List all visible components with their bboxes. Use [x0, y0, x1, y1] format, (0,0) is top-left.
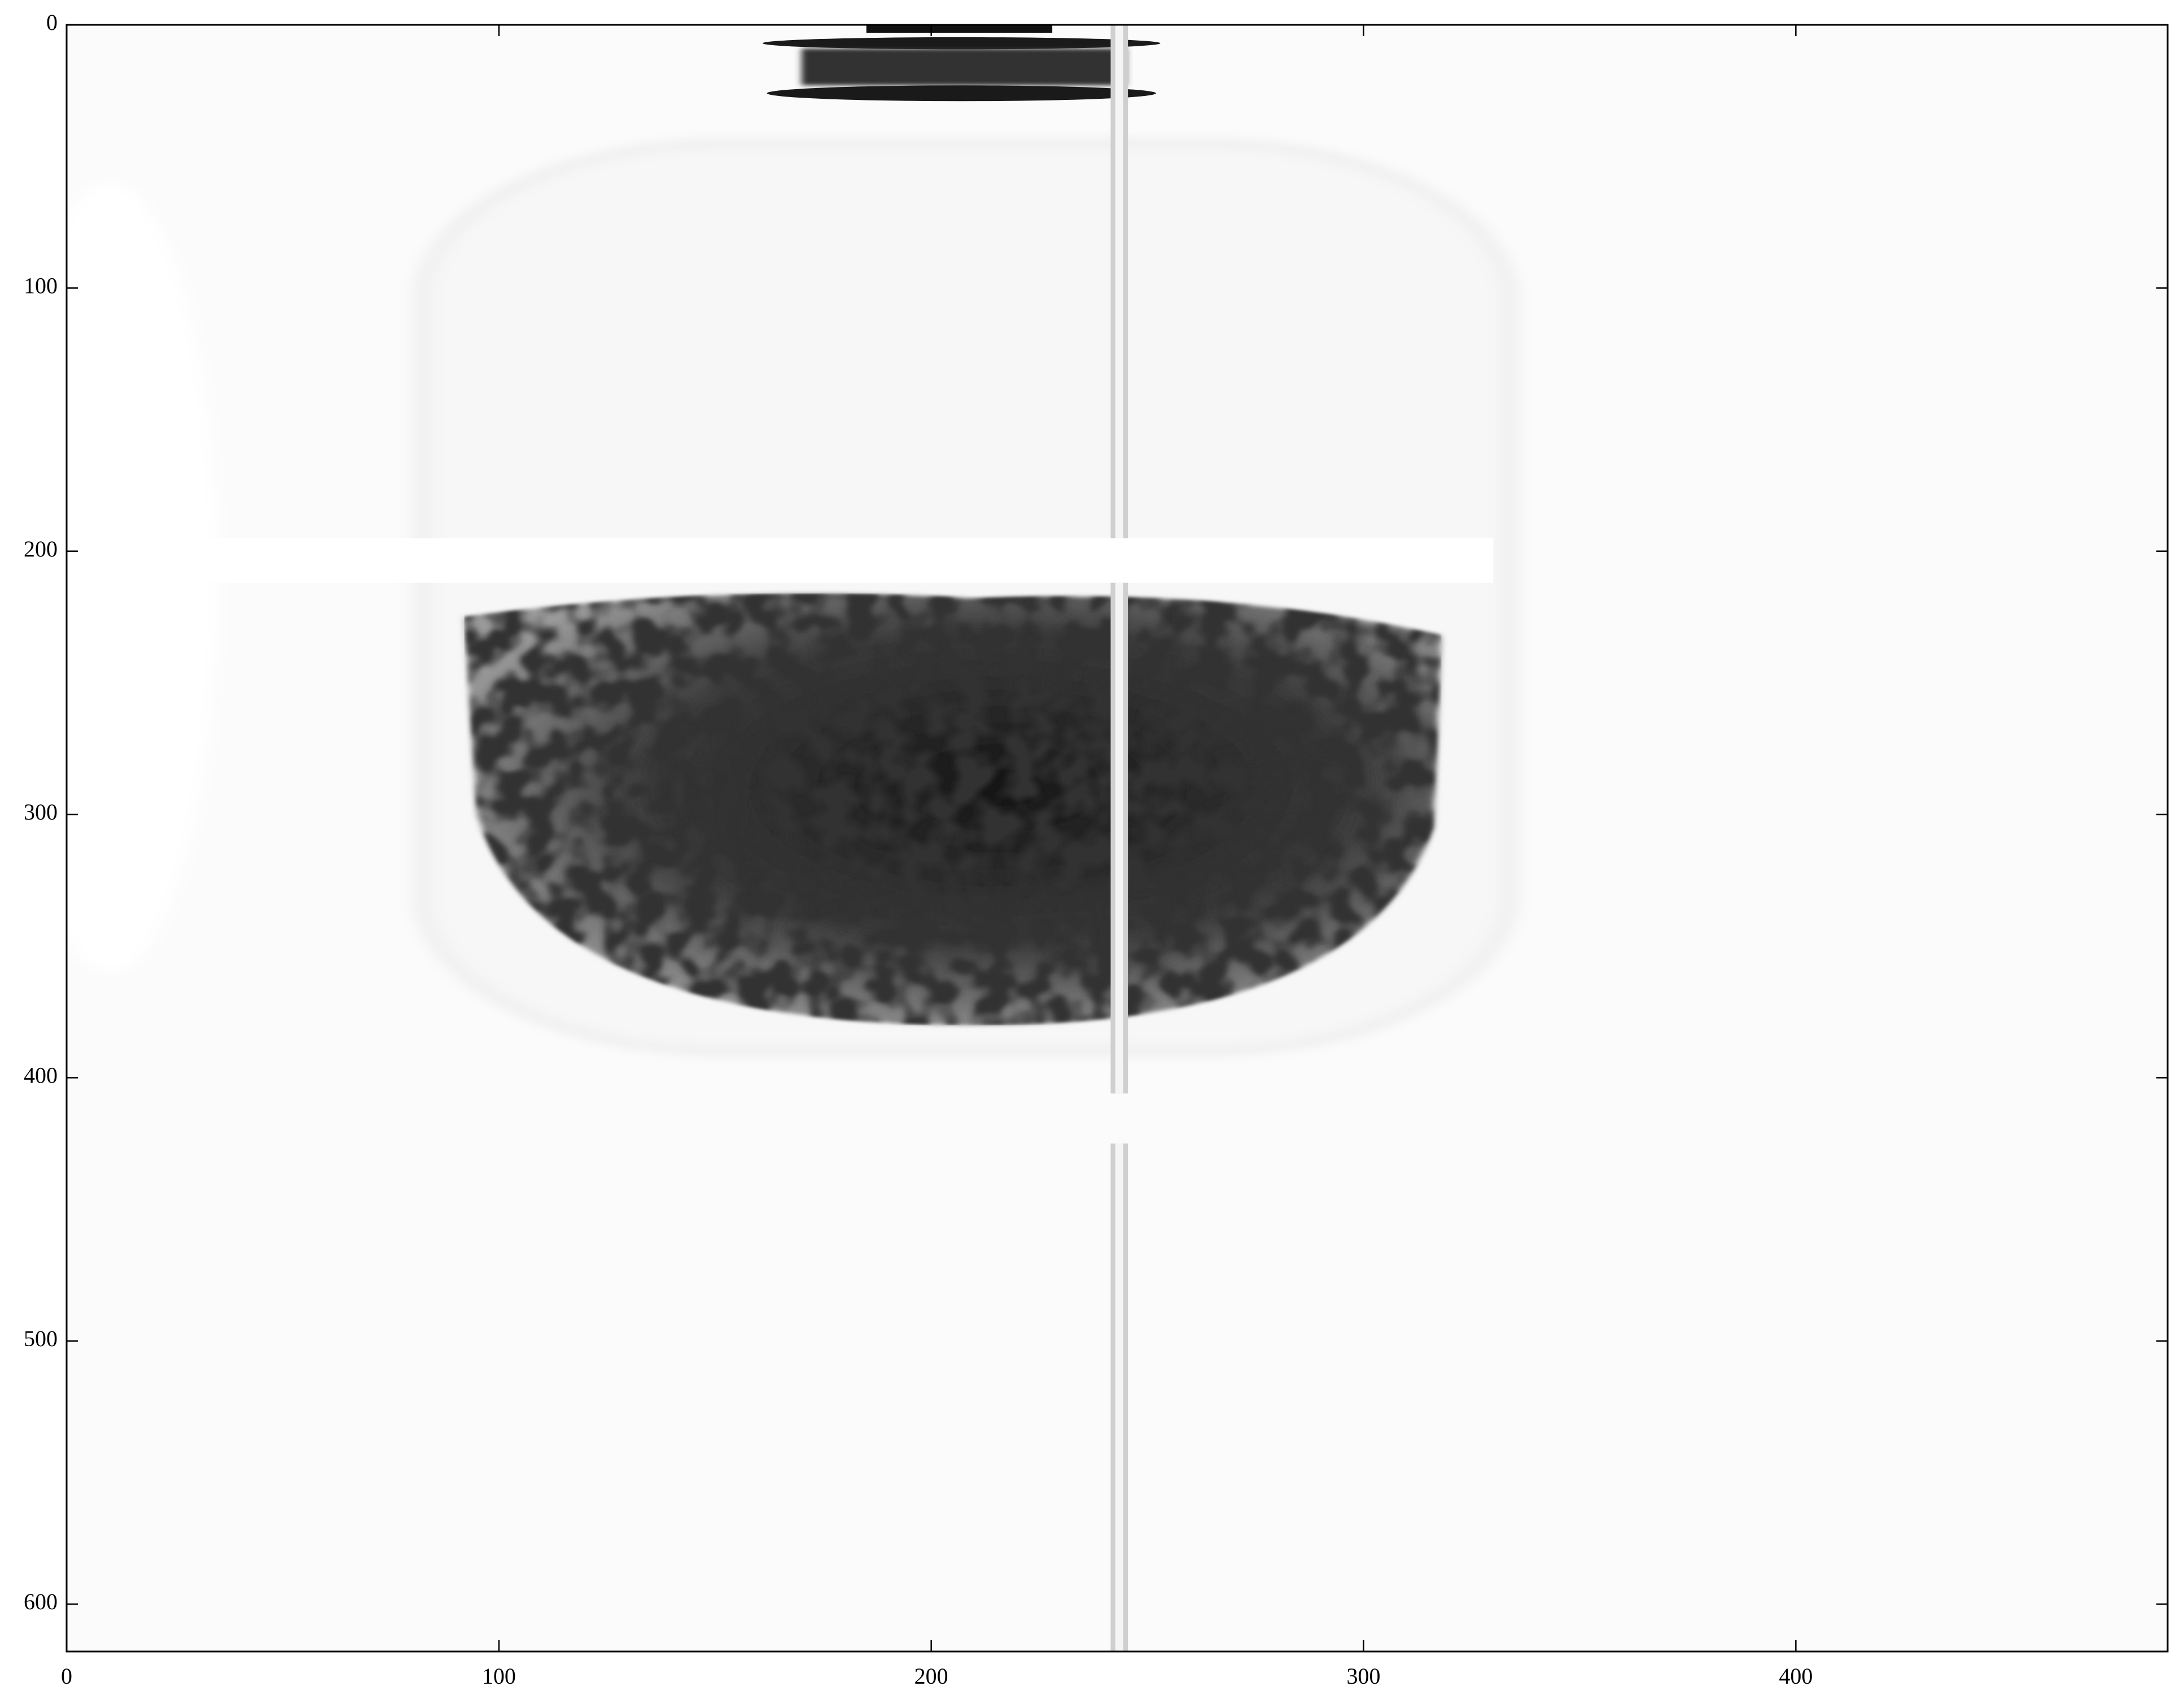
y-tick-label: 0 — [46, 10, 58, 35]
x-tick-label: 300 — [1347, 1663, 1381, 1689]
x-tick-label: 200 — [914, 1663, 948, 1689]
image — [67, 25, 2168, 1652]
y-tick-label: 100 — [24, 273, 58, 299]
y-tick-label: 600 — [24, 1589, 58, 1614]
y-tick-label: 500 — [24, 1326, 58, 1351]
y-tick-label: 300 — [24, 799, 58, 825]
x-tick-label: 0 — [61, 1663, 72, 1689]
plot-frame — [65, 24, 2169, 1653]
y-tick-label: 400 — [24, 1063, 58, 1088]
y-tick-label: 200 — [24, 536, 58, 562]
x-tick-label: 400 — [1779, 1663, 1813, 1689]
x-tick-label: 100 — [482, 1663, 516, 1689]
